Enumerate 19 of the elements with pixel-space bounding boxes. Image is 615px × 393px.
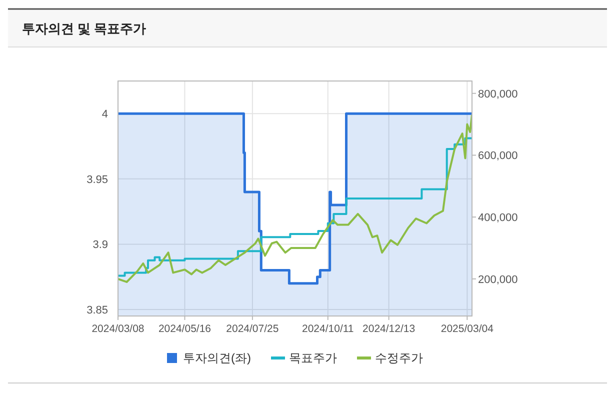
chart-title: 투자의견 및 목표주가 bbox=[22, 21, 146, 36]
legend-label: 목표주가 bbox=[289, 351, 337, 365]
x-tick-label: 2024/03/08 bbox=[92, 323, 144, 335]
x-tick-label: 2025/03/04 bbox=[440, 323, 494, 335]
y2-tick-label: 200,000 bbox=[478, 274, 518, 286]
y-tick-label: 3.85 bbox=[86, 304, 108, 316]
line-series bbox=[118, 114, 472, 283]
x-tick-label: 2024/07/25 bbox=[226, 323, 279, 335]
y-tick-label: 4 bbox=[102, 108, 108, 121]
y2-tick-label: 600,000 bbox=[478, 150, 518, 162]
x-tick-label: 2024/10/11 bbox=[302, 323, 354, 335]
y-tick-label: 3.95 bbox=[86, 174, 108, 186]
x-tick-label: 2024/12/13 bbox=[362, 323, 416, 335]
y2-tick-label: 400,000 bbox=[478, 212, 518, 224]
x-tick-label: 2024/05/16 bbox=[158, 323, 212, 335]
legend-label: 투자의견(좌) bbox=[183, 351, 251, 365]
y2-tick-label: 800,000 bbox=[478, 88, 518, 100]
y-tick-label: 3.9 bbox=[92, 239, 108, 252]
legend-label: 수정주가 bbox=[375, 351, 423, 365]
